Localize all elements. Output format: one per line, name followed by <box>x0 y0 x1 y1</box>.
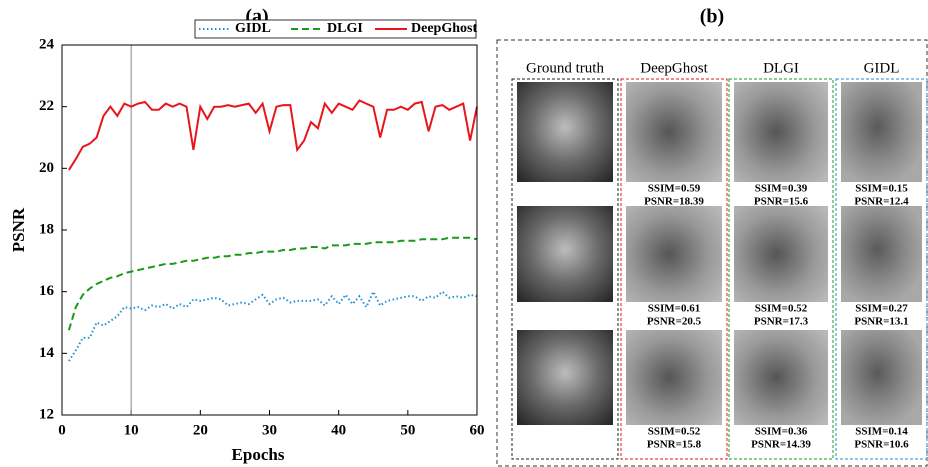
image <box>841 206 922 302</box>
y-tick-label: 12 <box>39 406 54 422</box>
metric-caption: SSIM=0.52 <box>648 426 701 438</box>
metric-caption: PSNR=14.39 <box>751 439 811 451</box>
metric-caption: SSIM=0.39 <box>755 183 808 195</box>
legend <box>194 19 477 39</box>
x-tick-label: 40 <box>331 422 346 438</box>
image <box>841 82 922 182</box>
metric-caption: SSIM=0.61 <box>648 303 700 315</box>
series-line <box>68 99 478 171</box>
legend-label: GIDL <box>235 21 271 36</box>
image <box>626 82 722 182</box>
column-header: DLGI <box>763 60 799 76</box>
y-tick-label: 24 <box>39 36 55 52</box>
legend-label: DLGI <box>327 21 363 36</box>
y-tick-label: 18 <box>39 221 54 237</box>
metric-caption: PSNR=12.4 <box>854 196 909 208</box>
series-line <box>68 289 478 362</box>
column-frame <box>728 78 834 460</box>
image <box>517 82 613 182</box>
y-tick-label: 22 <box>39 98 54 114</box>
metric-caption: SSIM=0.36 <box>755 426 808 438</box>
image <box>841 330 922 425</box>
panel-b-title: (b) <box>700 6 724 28</box>
metric-caption: SSIM=0.52 <box>755 303 808 315</box>
panel-b-frame <box>496 39 928 467</box>
column-frame <box>511 78 619 460</box>
image <box>734 206 828 302</box>
metric-caption: PSNR=18.39 <box>644 196 704 208</box>
image <box>734 82 828 182</box>
column-frame <box>835 78 928 460</box>
column-header: DeepGhost <box>640 60 708 76</box>
y-tick-label: 16 <box>39 283 55 299</box>
image <box>517 206 613 302</box>
column-header: GIDL <box>864 60 900 76</box>
metric-caption: SSIM=0.14 <box>855 426 908 438</box>
image <box>517 330 613 425</box>
x-tick-label: 10 <box>124 422 139 438</box>
column-header: Ground truth <box>526 60 604 76</box>
x-tick-label: 60 <box>470 422 485 438</box>
image <box>626 330 722 425</box>
x-axis-label: Epochs <box>232 445 285 464</box>
y-axis-label: PSNR <box>9 207 28 252</box>
metric-caption: SSIM=0.59 <box>648 183 701 195</box>
metric-caption: PSNR=17.3 <box>754 316 809 328</box>
column-frame <box>620 78 728 460</box>
metric-caption: PSNR=10.6 <box>854 439 909 451</box>
metric-caption: SSIM=0.27 <box>855 303 908 315</box>
metric-caption: PSNR=15.6 <box>754 196 809 208</box>
metric-caption: PSNR=13.1 <box>854 316 908 328</box>
image <box>734 330 828 425</box>
y-tick-label: 20 <box>39 160 54 176</box>
image <box>626 206 722 302</box>
legend-label: DeepGhost <box>411 21 477 36</box>
metric-caption: PSNR=20.5 <box>647 316 702 328</box>
x-tick-label: 50 <box>400 422 415 438</box>
y-tick-label: 14 <box>39 345 55 361</box>
metric-caption: PSNR=15.8 <box>647 439 702 451</box>
plot-frame <box>61 44 478 416</box>
x-tick-label: 30 <box>262 422 277 438</box>
metric-caption: SSIM=0.15 <box>855 183 908 195</box>
x-tick-label: 20 <box>193 422 208 438</box>
x-tick-label: 0 <box>58 422 66 438</box>
series-line <box>67 236 478 331</box>
